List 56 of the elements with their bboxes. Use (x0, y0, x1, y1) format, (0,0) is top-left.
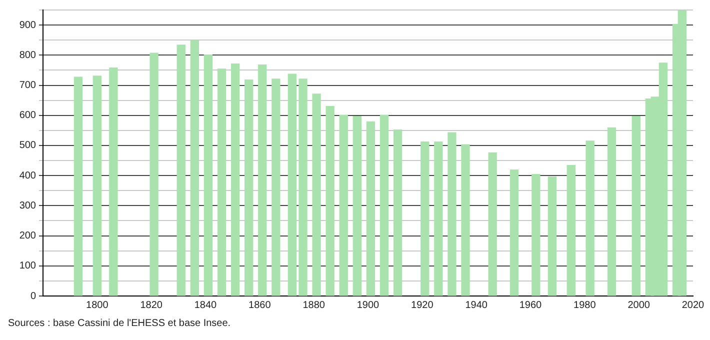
y-tick-label: 500 (19, 140, 36, 152)
y-tick-label: 0 (30, 290, 36, 302)
bar (230, 64, 240, 296)
bar (632, 116, 640, 296)
x-tick-label: 1900 (356, 300, 380, 311)
y-tick-label: 600 (19, 110, 36, 122)
bar (488, 152, 497, 296)
bar (288, 74, 296, 296)
x-tick-label: 2020 (682, 300, 705, 311)
bar (204, 54, 213, 296)
y-tick-label: 200 (19, 230, 36, 242)
bar (74, 76, 83, 296)
bar (272, 78, 280, 296)
x-tick-label: 1880 (302, 300, 326, 311)
bar (176, 44, 186, 296)
y-tick-label: 800 (19, 50, 36, 61)
y-tick-label: 700 (19, 80, 36, 92)
bar (393, 129, 402, 296)
bar (258, 64, 267, 296)
bar (548, 176, 556, 296)
bar (190, 40, 199, 296)
bar (298, 78, 308, 296)
bar (532, 174, 540, 296)
x-tick-label: 1920 (411, 300, 434, 311)
source-note: Sources : base Cassini de l'EHESS et base Insee. (8, 318, 231, 329)
bar (448, 132, 456, 296)
bar (150, 52, 158, 296)
bar (352, 116, 362, 296)
bar (510, 170, 519, 296)
bar (380, 114, 389, 296)
bar (339, 114, 348, 296)
bar (326, 106, 334, 296)
x-tick-label: 1800 (86, 300, 109, 311)
x-tick-label: 1860 (248, 300, 272, 311)
bar (92, 76, 102, 296)
bar (461, 144, 470, 296)
y-tick-label: 300 (19, 200, 36, 212)
y-tick-label: 400 (19, 170, 36, 182)
bar (434, 142, 443, 296)
bar (607, 127, 616, 296)
x-tick-label: 1940 (465, 300, 488, 311)
x-tick-label: 1820 (140, 300, 163, 311)
bar (217, 68, 226, 296)
x-tick-label: 2000 (628, 300, 650, 311)
bar (586, 140, 594, 296)
bar (244, 80, 254, 296)
y-tick-label: 900 (19, 20, 36, 31)
y-tick-label: 100 (19, 260, 36, 272)
bar (312, 94, 321, 296)
x-tick-label: 1960 (519, 300, 542, 311)
bar (109, 67, 118, 296)
x-tick-label: 1980 (574, 300, 596, 311)
bar (366, 121, 376, 296)
x-tick-label: 1840 (194, 300, 218, 311)
bar (566, 165, 576, 296)
bar (420, 142, 430, 296)
